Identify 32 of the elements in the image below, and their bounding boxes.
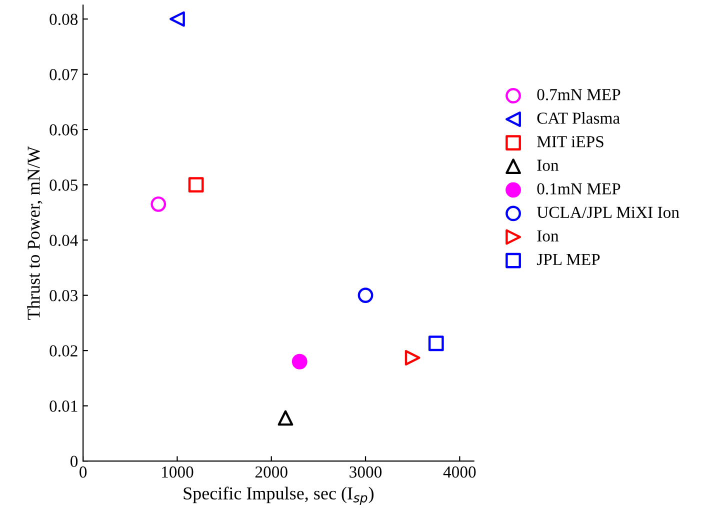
legend-label: 0.1mN MEP: [537, 183, 620, 195]
legend-label: 0.7mN MEP: [537, 88, 620, 100]
point: [188, 177, 204, 192]
legend-label: CAT Plasma: [537, 112, 620, 124]
y-tick-label: 0.07: [50, 68, 78, 80]
legend-label: JPL MEP: [536, 254, 600, 266]
point: [358, 288, 374, 304]
y-tick-label: 0.05: [50, 179, 78, 191]
point: [404, 350, 420, 366]
y-tick-label: 0.01: [50, 400, 78, 412]
x-tick-label: 0: [80, 466, 87, 478]
point: [278, 410, 294, 426]
y-tick-label: 0.08: [50, 14, 78, 26]
legend-label: Ion: [537, 230, 559, 242]
y-tick-label: 0: [70, 456, 78, 468]
x-tick-label: 4000: [443, 466, 476, 478]
point: [428, 336, 444, 352]
legend-label: MIT iEPS: [537, 136, 604, 148]
point: [150, 196, 166, 212]
point: [170, 11, 185, 27]
x-tick-label: 3000: [350, 466, 382, 478]
point: [292, 354, 308, 370]
y-tick-label: 0.06: [50, 124, 78, 136]
x-axis-title: Specific Impulse, sec (I$_{sp}$): [184, 486, 374, 505]
legend-label: Ion: [537, 160, 559, 171]
x-tick-label: 2000: [255, 466, 288, 478]
y-tick-label: 0.04: [50, 234, 78, 246]
y-axis-title: Thrust to Power, mN/W: [27, 146, 42, 320]
y-tick-label: 0.02: [50, 345, 78, 357]
y-tick-label: 0.03: [50, 290, 78, 302]
legend-label: UCLA/JPL MiXI Ion: [536, 206, 680, 218]
x-tick-label: 1000: [162, 466, 194, 478]
